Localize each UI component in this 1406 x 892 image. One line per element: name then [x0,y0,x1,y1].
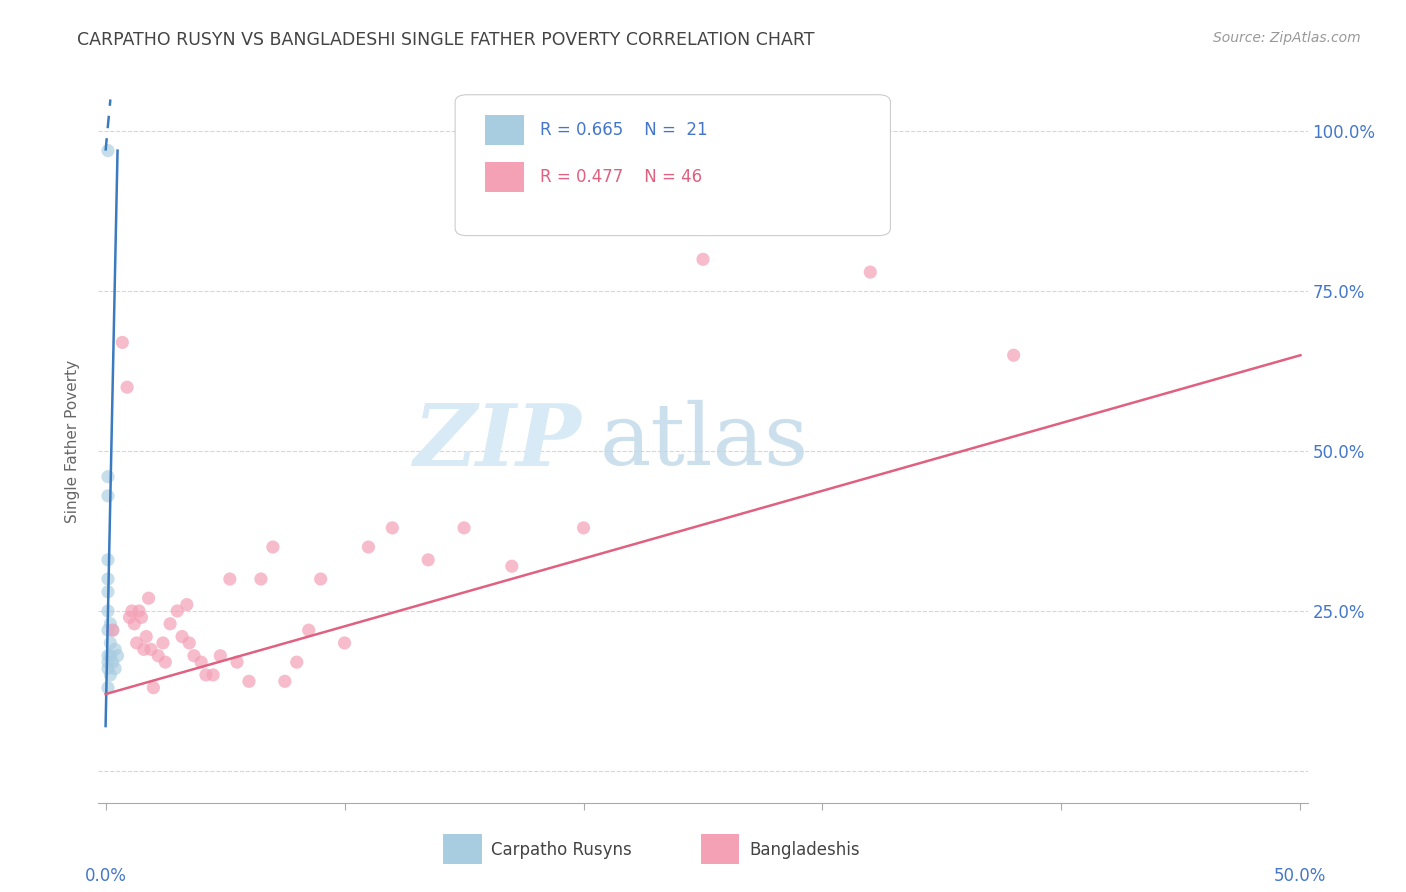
Bar [485,162,524,193]
Text: Source: ZipAtlas.com: Source: ZipAtlas.com [1213,31,1361,45]
Point [285,655,308,669]
Bar [700,834,740,864]
Point [121,604,143,618]
Point [97,572,120,586]
Point [139,642,162,657]
Text: ZIP: ZIP [415,400,582,483]
Point [159,616,181,631]
Point [218,572,240,586]
Point [97,655,120,669]
Point [97,681,120,695]
Bar [485,115,524,145]
Point [138,591,160,606]
Point [183,648,205,663]
Point [1002,348,1025,362]
Point [190,655,212,669]
Point [859,265,882,279]
Point [97,584,120,599]
Point [418,553,440,567]
Point [453,521,475,535]
Text: R = 0.477    N = 46: R = 0.477 N = 46 [540,168,702,186]
Text: 50.0%: 50.0% [1274,867,1327,885]
Point [572,521,595,535]
Point [309,572,332,586]
Point [97,648,120,663]
Point [146,648,169,663]
Point [111,335,134,350]
Point [152,636,174,650]
Text: atlas: atlas [600,400,810,483]
Point [250,572,273,586]
Point [262,540,284,554]
Point [166,604,188,618]
Point [501,559,523,574]
FancyBboxPatch shape [456,95,890,235]
Point [202,668,225,682]
Point [122,616,145,631]
Point [97,623,120,637]
Point [155,655,177,669]
Text: Bangladeshis: Bangladeshis [749,841,859,860]
Point [333,636,356,650]
Point [298,623,321,637]
Y-axis label: Single Father Poverty: Single Father Poverty [65,360,80,523]
Point [131,610,153,624]
Point [274,674,297,689]
Point [128,604,150,618]
Point [101,623,124,637]
Point [238,674,260,689]
Point [104,661,127,675]
Point [142,681,165,695]
Point [125,636,148,650]
Point [97,604,120,618]
Point [98,616,121,631]
Point [98,636,121,650]
Point [132,642,155,657]
Point [98,668,121,682]
Point [97,661,120,675]
Point [97,469,120,483]
Point [107,648,129,663]
Text: CARPATHO RUSYN VS BANGLADESHI SINGLE FATHER POVERTY CORRELATION CHART: CARPATHO RUSYN VS BANGLADESHI SINGLE FAT… [77,31,815,49]
Text: Carpatho Rusyns: Carpatho Rusyns [492,841,633,860]
Point [357,540,380,554]
Point [118,610,141,624]
Point [226,655,249,669]
Point [97,144,120,158]
Point [209,648,232,663]
Point [176,598,198,612]
Point [135,630,157,644]
Bar [443,834,482,864]
Point [97,489,120,503]
Point [115,380,138,394]
Point [381,521,404,535]
Point [104,642,127,657]
Point [101,623,124,637]
Point [101,655,124,669]
Point [170,630,193,644]
Text: R = 0.665    N =  21: R = 0.665 N = 21 [540,121,707,139]
Point [692,252,714,267]
Point [98,648,121,663]
Point [194,668,217,682]
Point [97,553,120,567]
Point [179,636,201,650]
Text: 0.0%: 0.0% [84,867,127,885]
